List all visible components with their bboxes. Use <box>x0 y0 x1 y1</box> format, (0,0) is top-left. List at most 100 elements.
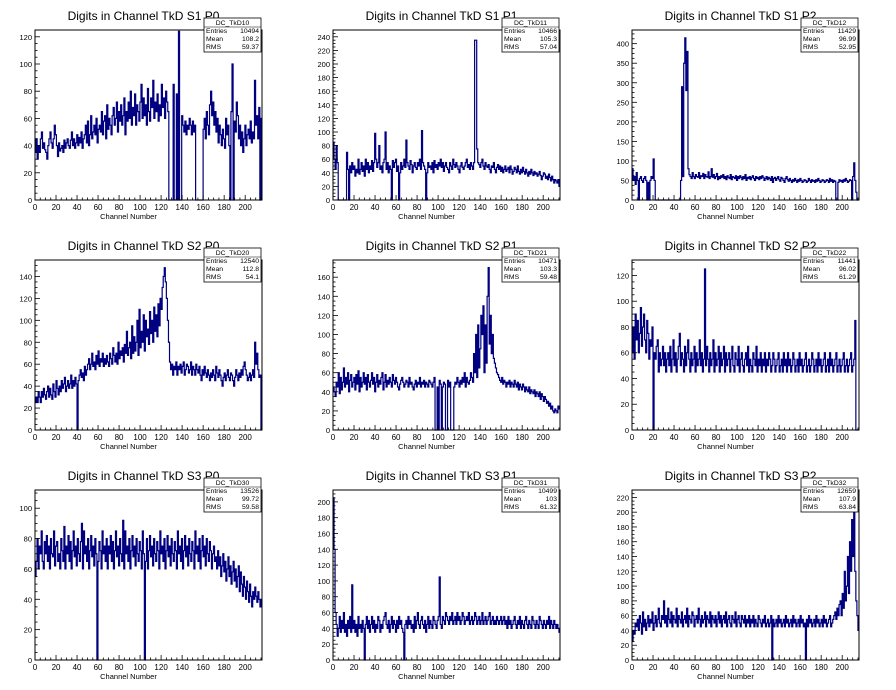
stats-key: RMS <box>803 504 819 511</box>
stats-key: Entries <box>803 28 825 35</box>
stats-title: DC_TkD10 <box>216 20 250 27</box>
stats-value: 61.29 <box>839 274 856 281</box>
x-axis-label: Channel Number <box>697 442 754 451</box>
histogram-line <box>333 267 560 431</box>
y-tick-label: 80 <box>621 597 629 606</box>
y-tick-label: 200 <box>616 118 629 127</box>
y-tick-label: 40 <box>322 388 330 397</box>
panel-title: Digits in Channel TkD S2 P0 <box>68 239 220 253</box>
y-tick-label: 60 <box>24 360 32 369</box>
y-tick-label: 140 <box>317 292 330 301</box>
stats-value: 96.02 <box>839 266 856 273</box>
x-tick-label: 20 <box>649 203 658 212</box>
x-tick-label: 100 <box>730 433 744 442</box>
x-axis-label: Channel Number <box>398 672 455 681</box>
stats-value: 99.72 <box>242 496 259 503</box>
histogram-line <box>333 39 560 201</box>
stats-value: 57.04 <box>540 44 557 51</box>
stats-key: RMS <box>504 504 520 511</box>
y-tick-label: 120 <box>317 311 330 320</box>
y-tick-label: 20 <box>24 169 32 178</box>
stats-box-frame <box>203 477 262 513</box>
x-tick-label: 200 <box>537 663 551 672</box>
x-tick-label: 60 <box>94 433 103 442</box>
x-tick-label: 20 <box>350 663 359 672</box>
stats-value: 107.9 <box>839 496 856 503</box>
x-tick-label: 160 <box>793 663 807 672</box>
stats-key: Entries <box>803 488 825 495</box>
x-tick-label: 180 <box>217 203 231 212</box>
stats-title: DC_TkD22 <box>813 250 847 257</box>
x-tick-label: 60 <box>94 663 103 672</box>
stats-key: Mean <box>803 36 820 43</box>
x-tick-label: 120 <box>452 433 466 442</box>
stats-title: DC_TkD12 <box>813 20 847 27</box>
x-tick-label: 0 <box>33 203 38 212</box>
y-tick-label: 100 <box>19 316 32 325</box>
x-tick-label: 40 <box>73 203 82 212</box>
panel-title: Digits in Channel TkD S3 P2 <box>665 469 817 483</box>
x-tick-label: 160 <box>196 203 210 212</box>
x-axis-label: Channel Number <box>100 672 157 681</box>
stats-key: Entries <box>206 488 228 495</box>
y-tick-label: 20 <box>24 404 32 413</box>
stats-title: DC_TkD30 <box>216 480 250 487</box>
y-tick-label: 60 <box>621 349 629 358</box>
x-tick-label: 0 <box>630 663 635 672</box>
x-tick-label: 180 <box>515 663 529 672</box>
stats-key: Entries <box>206 28 228 35</box>
x-tick-label: 40 <box>73 433 82 442</box>
plot-frame <box>34 29 263 201</box>
stats-value: 61.32 <box>540 504 557 511</box>
x-axis-label: Channel Number <box>100 212 157 221</box>
x-tick-label: 40 <box>371 663 380 672</box>
panel-title: Digits in Channel TkD S2 P1 <box>366 239 518 253</box>
y-tick-label: 200 <box>317 60 330 69</box>
stats-value: 54.1 <box>246 274 259 281</box>
histogram-line <box>35 267 262 431</box>
x-axis-label: Channel Number <box>398 442 455 451</box>
y-tick-label: 40 <box>322 624 330 633</box>
x-tick-label: 40 <box>371 433 380 442</box>
panel-title: Digits in Channel TkD S1 P2 <box>665 9 817 23</box>
x-tick-label: 60 <box>392 203 401 212</box>
stats-box-frame <box>203 17 262 53</box>
histogram-panel-8: Digits in Channel TkD S3 P1 0 20 40 60 80 100 1… <box>317 469 561 681</box>
y-tick-label: 140 <box>317 545 330 554</box>
stats-key: RMS <box>504 274 520 281</box>
y-tick-label: 0 <box>326 426 330 435</box>
y-tick-label: 240 <box>317 33 330 42</box>
y-tick-label: 300 <box>616 79 629 88</box>
x-tick-label: 60 <box>691 433 700 442</box>
stats-value: 52.95 <box>839 44 856 51</box>
plot-frame <box>631 259 860 431</box>
y-tick-label: 80 <box>322 350 330 359</box>
panel-title: Digits in Channel TkD S1 P1 <box>366 9 518 23</box>
stats-key: Entries <box>206 258 228 265</box>
x-tick-label: 100 <box>431 433 445 442</box>
y-tick-label: 180 <box>317 74 330 83</box>
stats-value: 12659 <box>837 488 856 495</box>
plot-frame <box>332 489 561 661</box>
x-tick-label: 80 <box>413 663 422 672</box>
stats-key: RMS <box>206 274 222 281</box>
x-tick-label: 200 <box>537 203 551 212</box>
y-tick-label: 80 <box>24 338 32 347</box>
y-tick-label: 220 <box>616 493 629 502</box>
histogram-line <box>632 268 859 431</box>
x-tick-label: 20 <box>52 203 61 212</box>
stats-box-frame <box>501 477 560 513</box>
stats-key: Mean <box>803 496 820 503</box>
stats-value: 10499 <box>538 488 557 495</box>
stats-value: 59.58 <box>242 504 259 511</box>
y-tick-label: 120 <box>317 561 330 570</box>
x-tick-label: 180 <box>515 433 529 442</box>
x-tick-label: 80 <box>413 433 422 442</box>
histogram-panel-2: Digits in Channel TkD S1 P1 0 20 40 60 80 100 1… <box>317 9 561 221</box>
x-tick-label: 120 <box>751 203 765 212</box>
x-tick-label: 40 <box>670 663 679 672</box>
x-tick-label: 180 <box>814 663 828 672</box>
plot-frame <box>34 489 263 661</box>
